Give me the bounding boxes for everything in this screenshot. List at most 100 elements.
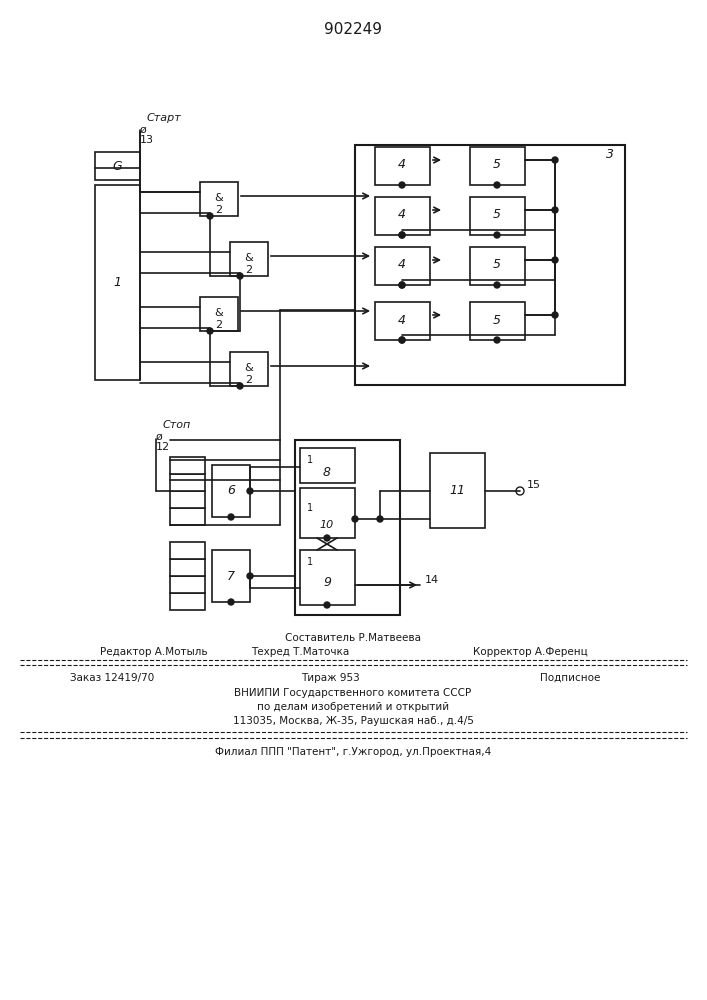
Circle shape: [552, 157, 558, 163]
Circle shape: [237, 383, 243, 389]
Text: 1: 1: [113, 276, 121, 290]
Circle shape: [247, 573, 253, 579]
FancyBboxPatch shape: [300, 550, 355, 605]
Text: 5: 5: [493, 158, 501, 172]
FancyBboxPatch shape: [355, 145, 625, 385]
FancyBboxPatch shape: [300, 448, 355, 483]
Text: Корректор А.Ференц: Корректор А.Ференц: [472, 647, 588, 657]
Circle shape: [247, 488, 253, 494]
Text: Филиал ППП "Патент", г.Ужгород, ул.Проектная,4: Филиал ППП "Патент", г.Ужгород, ул.Проек…: [215, 747, 491, 757]
FancyBboxPatch shape: [470, 247, 525, 285]
Circle shape: [399, 232, 405, 238]
Text: 6: 6: [227, 485, 235, 497]
Text: 1: 1: [307, 455, 313, 465]
FancyBboxPatch shape: [170, 508, 205, 525]
Text: Редактор А.Мотыль: Редактор А.Мотыль: [100, 647, 208, 657]
Circle shape: [207, 213, 213, 219]
Circle shape: [228, 599, 234, 605]
Text: 4: 4: [398, 314, 406, 326]
Circle shape: [377, 516, 383, 522]
Text: 902249: 902249: [324, 22, 382, 37]
Circle shape: [494, 282, 500, 288]
Circle shape: [494, 232, 500, 238]
FancyBboxPatch shape: [470, 302, 525, 340]
Text: 15: 15: [527, 480, 541, 490]
Text: 7: 7: [227, 570, 235, 582]
FancyBboxPatch shape: [95, 152, 140, 180]
Circle shape: [399, 337, 405, 343]
Text: Тираж 953: Тираж 953: [300, 673, 359, 683]
FancyBboxPatch shape: [170, 491, 205, 508]
Circle shape: [324, 535, 330, 541]
Text: 113035, Москва, Ж-35, Раушская наб., д.4/5: 113035, Москва, Ж-35, Раушская наб., д.4…: [233, 716, 474, 726]
FancyBboxPatch shape: [375, 147, 430, 185]
Text: G: G: [112, 159, 122, 172]
Text: Стоп: Стоп: [163, 420, 192, 430]
Text: ø: ø: [156, 432, 163, 442]
Circle shape: [494, 182, 500, 188]
Text: 8: 8: [323, 466, 331, 480]
FancyBboxPatch shape: [375, 197, 430, 235]
Text: Заказ 12419/70: Заказ 12419/70: [70, 673, 154, 683]
Text: 14: 14: [425, 575, 439, 585]
Circle shape: [552, 257, 558, 263]
Text: 12: 12: [156, 442, 170, 452]
Text: &: &: [215, 193, 223, 203]
FancyBboxPatch shape: [200, 182, 238, 216]
Text: Составитель Р.Матвеева: Составитель Р.Матвеева: [285, 633, 421, 643]
Text: 2: 2: [245, 375, 252, 385]
Text: &: &: [245, 253, 253, 263]
FancyBboxPatch shape: [170, 576, 205, 593]
FancyBboxPatch shape: [470, 197, 525, 235]
Text: 5: 5: [493, 209, 501, 222]
FancyBboxPatch shape: [375, 302, 430, 340]
Text: &: &: [245, 363, 253, 373]
Text: Старт: Старт: [147, 113, 182, 123]
Text: Подписное: Подписное: [540, 673, 600, 683]
Text: 2: 2: [216, 320, 223, 330]
Text: по делам изобретений и открытий: по делам изобретений и открытий: [257, 702, 449, 712]
Circle shape: [399, 337, 405, 343]
Circle shape: [552, 312, 558, 318]
FancyBboxPatch shape: [200, 297, 238, 331]
Text: Техред Т.Маточка: Техред Т.Маточка: [251, 647, 349, 657]
Circle shape: [399, 232, 405, 238]
Circle shape: [494, 337, 500, 343]
Circle shape: [552, 207, 558, 213]
Circle shape: [399, 282, 405, 288]
Circle shape: [399, 182, 405, 188]
FancyBboxPatch shape: [95, 185, 140, 380]
FancyBboxPatch shape: [470, 147, 525, 185]
Circle shape: [207, 328, 213, 334]
Circle shape: [324, 602, 330, 608]
Text: 4: 4: [398, 209, 406, 222]
FancyBboxPatch shape: [170, 559, 205, 576]
FancyBboxPatch shape: [170, 457, 205, 474]
FancyBboxPatch shape: [170, 593, 205, 610]
Text: 3: 3: [606, 148, 614, 161]
Text: 10: 10: [320, 520, 334, 530]
Text: 5: 5: [493, 258, 501, 271]
FancyBboxPatch shape: [295, 440, 400, 615]
Text: 2: 2: [245, 265, 252, 275]
Text: 9: 9: [323, 576, 331, 588]
Text: 1: 1: [307, 503, 313, 513]
Text: 5: 5: [493, 314, 501, 326]
Text: 13: 13: [140, 135, 154, 145]
FancyBboxPatch shape: [230, 352, 268, 386]
Circle shape: [352, 516, 358, 522]
Text: 4: 4: [398, 158, 406, 172]
FancyBboxPatch shape: [170, 474, 205, 491]
Text: ø: ø: [140, 125, 147, 135]
Text: 1: 1: [307, 557, 313, 567]
Text: 11: 11: [449, 485, 465, 497]
FancyBboxPatch shape: [170, 542, 205, 559]
Text: 2: 2: [216, 205, 223, 215]
FancyBboxPatch shape: [212, 550, 250, 602]
Circle shape: [228, 514, 234, 520]
Circle shape: [399, 282, 405, 288]
FancyBboxPatch shape: [375, 247, 430, 285]
FancyBboxPatch shape: [300, 488, 355, 538]
FancyBboxPatch shape: [230, 242, 268, 276]
FancyBboxPatch shape: [430, 453, 485, 528]
